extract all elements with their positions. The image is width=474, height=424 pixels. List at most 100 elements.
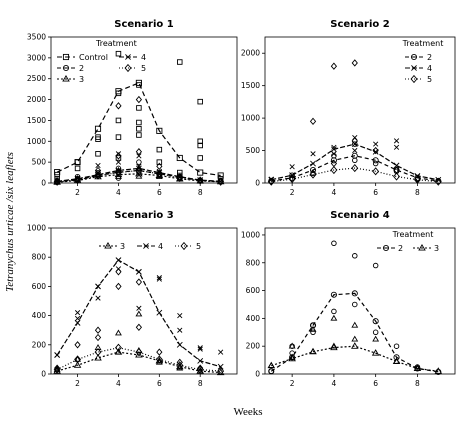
series-point [330, 157, 337, 164]
data-point [115, 102, 122, 110]
series-point [330, 291, 337, 298]
legend-label: 3 [434, 244, 439, 253]
series-point [53, 177, 61, 186]
chart-title: Scenario 3 [114, 210, 173, 221]
data-point [197, 142, 203, 149]
legend-label: 5 [427, 75, 432, 84]
series-5 [53, 268, 225, 376]
x-tick-label: 4 [332, 188, 337, 197]
legend-label: 4 [427, 64, 432, 73]
series-point [176, 173, 184, 183]
series-point [393, 354, 400, 361]
series-4 [54, 151, 224, 185]
data-point [115, 159, 122, 165]
legend-label: 4 [158, 242, 163, 251]
data-point [177, 312, 183, 319]
series-point [330, 343, 338, 351]
series-point [114, 348, 123, 355]
legend-marker [124, 63, 132, 73]
series-point [176, 154, 183, 162]
y-tick-label: 1000 [27, 224, 46, 233]
legend-label: 2 [79, 64, 84, 73]
data-point [372, 262, 379, 269]
data-point [197, 98, 203, 105]
series-point [135, 348, 143, 357]
data-point [115, 155, 122, 161]
series-point [135, 350, 143, 358]
series-point [268, 368, 275, 375]
data-point [352, 141, 358, 147]
series-point [351, 163, 359, 173]
series-point [115, 257, 122, 264]
series-point [135, 79, 142, 86]
data-point [352, 301, 358, 308]
legend-marker [62, 64, 70, 72]
series-point [413, 175, 421, 184]
series-2 [268, 240, 442, 375]
data-point [309, 117, 317, 126]
series-5 [53, 95, 225, 186]
series-3 [267, 314, 443, 374]
legend: 3 4 5 [99, 241, 201, 251]
chart-panel-3: Scenario 3 0 200 400 600 800 1000 2 4 6 8 3 4 5 [27, 210, 238, 388]
series-point [435, 176, 442, 183]
series-line [271, 167, 439, 183]
data-point [94, 344, 102, 351]
series-point [94, 171, 102, 180]
data-point [218, 349, 224, 355]
y-tick-label: 2000 [241, 49, 260, 58]
series-point [309, 322, 317, 329]
data-point [74, 175, 81, 183]
legend-marker [104, 241, 112, 249]
series-4 [54, 257, 224, 370]
series-point [94, 353, 102, 361]
x-tick-label: 6 [373, 379, 378, 388]
series-point [156, 309, 163, 316]
data-point [136, 132, 142, 138]
series-point [54, 352, 61, 358]
chart-panel-2: Scenario 2 0 500 1000 1500 2000 2 4 6 8 Treatment 2… [241, 19, 456, 197]
legend-title: Treatment [95, 39, 137, 48]
series-point [135, 268, 142, 275]
y-tick-label: 1000 [241, 230, 260, 239]
data-point [331, 240, 337, 247]
data-point [372, 160, 379, 167]
series-point [309, 347, 317, 355]
data-point [135, 148, 143, 156]
series-point [309, 166, 317, 174]
x-tick-label: 2 [75, 188, 80, 197]
series-point [176, 361, 184, 370]
data-point [135, 95, 143, 104]
data-point [74, 310, 81, 316]
series-point [372, 318, 379, 325]
data-point [177, 327, 183, 333]
data-point [54, 364, 61, 372]
y-tick-label: 2000 [27, 95, 46, 104]
data-point [115, 117, 122, 124]
series-point [73, 361, 82, 368]
chart-title: Scenario 2 [330, 19, 389, 30]
data-point [197, 364, 204, 372]
data-point [156, 276, 162, 282]
legend: Treatment Control 2 3 4 5 [57, 39, 146, 84]
data-point [115, 134, 122, 140]
data-point [135, 323, 143, 331]
series-point [115, 343, 122, 352]
y-tick-label: 600 [32, 282, 47, 291]
legend-label: Control [79, 53, 108, 62]
legend-marker [382, 244, 390, 252]
series-point [310, 160, 316, 167]
y-tick-label: 1000 [27, 137, 46, 146]
data-point [310, 151, 316, 157]
series-line [270, 292, 439, 373]
data-point [156, 162, 163, 171]
data-point [156, 146, 163, 153]
data-point [136, 153, 142, 159]
data-point [136, 119, 142, 126]
series-line [56, 347, 221, 372]
legend-label: 5 [196, 242, 201, 251]
data-point [74, 315, 81, 322]
data-point [136, 305, 142, 311]
series-point [393, 162, 400, 169]
